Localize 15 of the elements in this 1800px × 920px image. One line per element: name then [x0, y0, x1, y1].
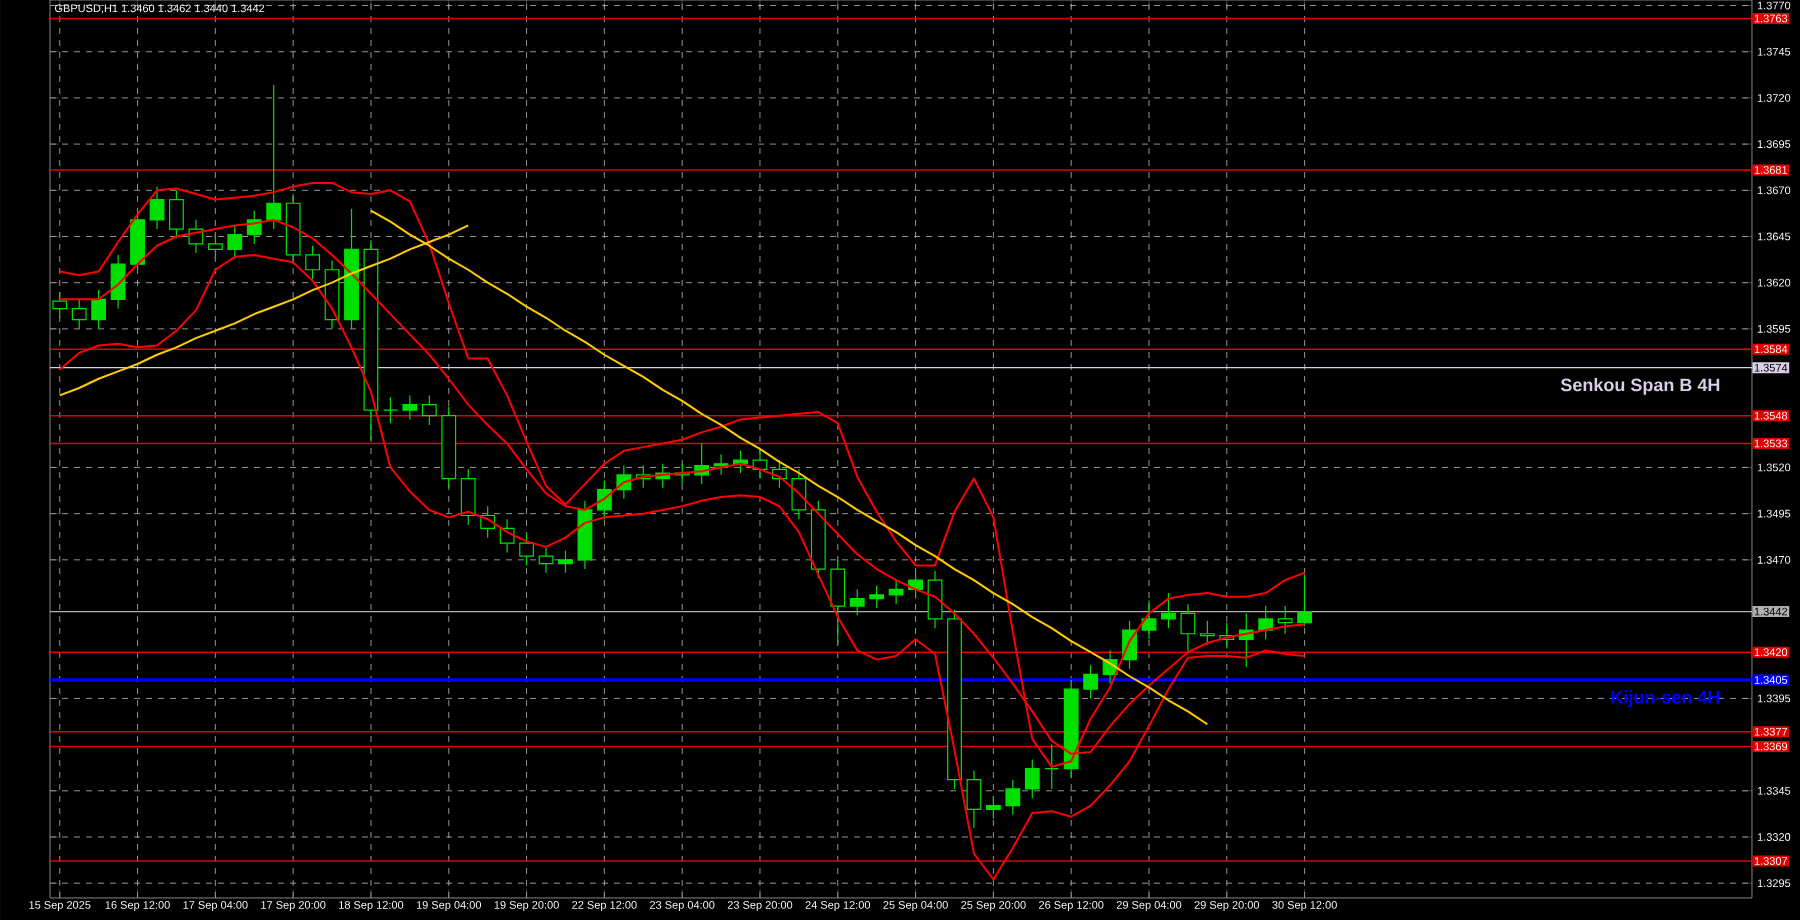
candlestick — [966, 769, 982, 829]
candlestick — [713, 453, 729, 476]
candlestick — [110, 254, 126, 310]
candlestick — [538, 546, 554, 574]
candlestick — [791, 468, 807, 520]
candlestick — [927, 570, 943, 629]
candlestick — [888, 579, 904, 605]
candlestick — [149, 186, 165, 230]
candlestick — [1141, 599, 1157, 640]
candlestick — [577, 500, 593, 570]
annotation: Senkou Span B 4H — [1560, 378, 1720, 395]
candlestick — [402, 394, 418, 421]
annotation: Kijun-sen 4H — [1611, 690, 1720, 708]
candlestick — [1180, 603, 1196, 653]
candlestick — [1044, 744, 1060, 790]
